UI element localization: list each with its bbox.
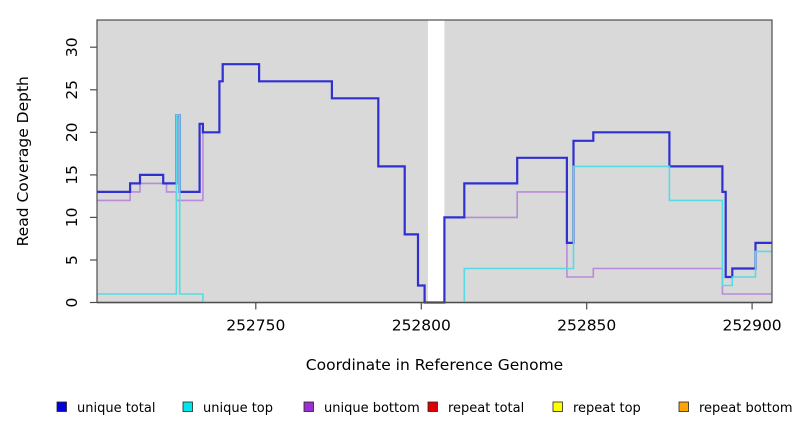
- legend-swatch: [182, 401, 193, 412]
- y-tick-label: 15: [63, 165, 81, 185]
- legend-swatch: [678, 401, 689, 412]
- legend-item: repeat total: [427, 401, 524, 416]
- legend-swatch: [303, 401, 314, 412]
- legend-label: repeat top: [573, 401, 641, 416]
- y-tick-label: 25: [63, 80, 81, 100]
- x-tick-label: 252900: [723, 317, 782, 335]
- legend-swatch: [56, 401, 67, 412]
- legend-label: unique total: [77, 401, 155, 416]
- x-tick-label: 252750: [226, 317, 285, 335]
- x-tick-label: 252850: [557, 317, 616, 335]
- legend-swatch: [552, 401, 563, 412]
- legend-label: unique bottom: [324, 401, 420, 416]
- no-data-band: [427, 20, 445, 303]
- legend-label: repeat bottom: [699, 401, 792, 416]
- series-line-unique-top: [463, 165, 772, 303]
- legend-item: unique bottom: [303, 401, 420, 416]
- legend-label: unique top: [203, 401, 273, 416]
- plot-border: [96, 19, 773, 304]
- legend-item: repeat bottom: [678, 401, 792, 416]
- y-tick-label: 20: [63, 122, 81, 142]
- y-tick-label: 30: [63, 37, 81, 57]
- legend-item: unique total: [56, 401, 155, 416]
- x-axis-label: Coordinate in Reference Genome: [306, 356, 563, 374]
- y-axis-label: Read Coverage Depth: [14, 76, 32, 246]
- x-tick-label: 252800: [392, 317, 451, 335]
- y-tick-label: 10: [63, 208, 81, 228]
- y-tick-label: 0: [63, 298, 81, 308]
- legend-label: repeat total: [448, 401, 524, 416]
- legend-item: unique top: [182, 401, 273, 416]
- legend-swatch: [427, 401, 438, 412]
- y-tick-label: 5: [63, 255, 81, 265]
- legend-item: repeat top: [552, 401, 641, 416]
- series-line-unique-top: [97, 114, 204, 303]
